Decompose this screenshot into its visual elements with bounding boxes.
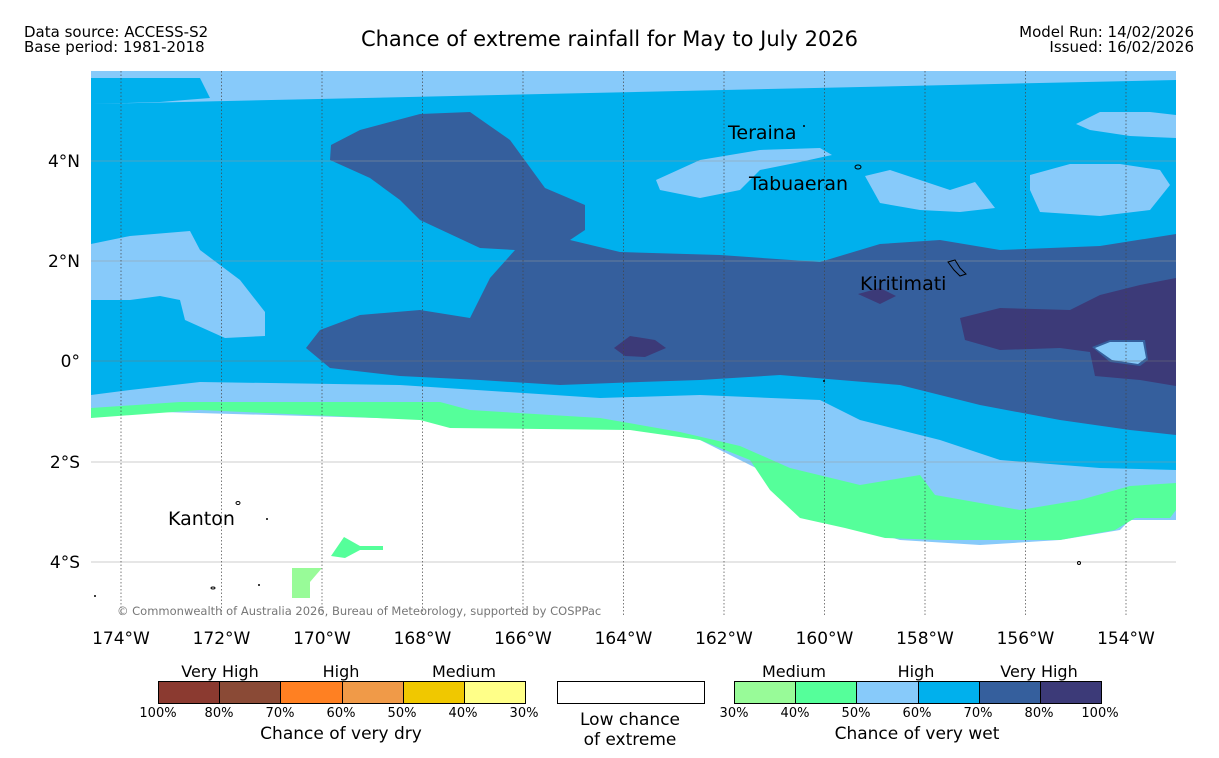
dry-cat-high: High xyxy=(322,662,360,681)
place-teraina: Teraina xyxy=(727,122,797,144)
legend-swatch xyxy=(735,682,797,703)
legend-swatch xyxy=(281,682,343,703)
data-source-label: Data source: ACCESS-S2 xyxy=(24,23,209,41)
small-island xyxy=(258,584,260,586)
longitude-labels: 174°W 172°W 170°W 168°W 166°W 164°W 162°W 160°W… xyxy=(92,629,1155,649)
legend-swatch xyxy=(220,682,282,703)
legend-tick-label: 40% xyxy=(448,706,478,721)
dry-cat-medium: Medium xyxy=(432,662,496,681)
legend-swatch xyxy=(979,682,1041,703)
longitude-label: 170°W xyxy=(293,629,351,649)
place-kiritimati: Kiritimati xyxy=(860,273,946,295)
place-kanton: Kanton xyxy=(168,508,235,530)
latitude-label: 4°S xyxy=(50,553,80,573)
legend-tick-label: 100% xyxy=(1081,706,1119,721)
zone-50-60-patch xyxy=(865,170,995,212)
zone-80-100 xyxy=(614,336,666,357)
map-fill xyxy=(91,71,1176,616)
legend-swatch xyxy=(1040,682,1102,703)
low-chance-line2: of extreme xyxy=(583,730,677,750)
map-title: Chance of extreme rainfall for May to Ju… xyxy=(360,27,859,51)
legend-tick-label: 30% xyxy=(509,706,539,721)
low-chance-line1: Low chance xyxy=(580,710,680,730)
longitude-label: 166°W xyxy=(494,629,552,649)
tabuaeran-island xyxy=(854,164,862,170)
legend-tick-label: 70% xyxy=(265,706,295,721)
wet-legend-title: Chance of very wet xyxy=(834,724,1000,744)
latitude-labels: 4°N 2°N 0° 2°S 4°S xyxy=(48,152,80,573)
zone-70-80 xyxy=(306,112,1176,435)
base-period-label: Base period: 1981-2018 xyxy=(24,38,205,56)
place-tabuaeran: Tabuaeran xyxy=(748,173,848,195)
legend-swatch xyxy=(918,682,980,703)
zone-50-60-patch xyxy=(656,148,832,198)
low-chance-swatch xyxy=(557,681,705,704)
island-dots xyxy=(94,125,825,597)
longitude-label: 162°W xyxy=(695,629,753,649)
model-run-label: Model Run: 14/02/2026 xyxy=(1019,23,1194,41)
legend-tick-label: 80% xyxy=(204,706,234,721)
longitude-label: 168°W xyxy=(394,629,452,649)
wet-cat-medium: Medium xyxy=(762,662,826,681)
zone-30-40 xyxy=(292,568,322,598)
zone-50-60-patch xyxy=(1095,342,1146,364)
small-island xyxy=(94,595,96,597)
legend-swatch xyxy=(159,682,221,703)
kanton-island xyxy=(235,501,241,505)
longitude-label: 154°W xyxy=(1097,629,1155,649)
latitude-label: 0° xyxy=(61,352,80,372)
issued-label: Issued: 16/02/2026 xyxy=(1049,38,1194,56)
longitude-label: 156°W xyxy=(997,629,1055,649)
kiritimati-island xyxy=(947,259,967,277)
legend-tick-label: 60% xyxy=(326,706,356,721)
small-island xyxy=(1077,561,1081,565)
legend-swatch xyxy=(342,682,404,703)
zone-40-50 xyxy=(331,537,383,558)
dry-legend-title: Chance of very dry xyxy=(260,724,422,744)
longitude-label: 174°W xyxy=(92,629,150,649)
copyright-notice: © Commonwealth of Australia 2026, Bureau… xyxy=(117,604,601,618)
wet-cat-high: High xyxy=(897,662,935,681)
dry-cat-very-high: Very High xyxy=(181,662,259,681)
legend-tick-label: 80% xyxy=(1024,706,1054,721)
graticule xyxy=(91,71,1176,616)
longitude-label: 164°W xyxy=(595,629,653,649)
latitude-label: 2°N xyxy=(48,252,80,272)
legend-tick-label: 30% xyxy=(719,706,749,721)
zone-80-100 xyxy=(858,288,896,304)
wet-cat-very-high: Very High xyxy=(1000,662,1078,681)
legend-swatch xyxy=(403,682,465,703)
zone-50-60-patch xyxy=(1030,164,1170,216)
zone-40-50 xyxy=(91,402,1176,540)
longitude-label: 158°W xyxy=(896,629,954,649)
legend-tick-label: 100% xyxy=(139,706,177,721)
legend-swatch xyxy=(857,682,919,703)
longitude-label: 172°W xyxy=(193,629,251,649)
zone-50-60-patch xyxy=(91,231,265,338)
small-island xyxy=(823,380,825,382)
legend-tick-label: 50% xyxy=(841,706,871,721)
legend-tick-label: 60% xyxy=(902,706,932,721)
dry-colorbar xyxy=(158,681,526,704)
small-island xyxy=(210,586,216,590)
small-island xyxy=(266,518,268,520)
latitude-label: 2°S xyxy=(50,453,80,473)
teraina-island xyxy=(803,125,805,127)
longitude-label: 160°W xyxy=(796,629,854,649)
latitude-label: 4°N xyxy=(48,152,80,172)
legend-tick-label: 70% xyxy=(963,706,993,721)
legend-swatch xyxy=(464,682,526,703)
legend-tick-label: 50% xyxy=(387,706,417,721)
island-outlines xyxy=(210,164,1081,590)
wet-colorbar xyxy=(734,681,1102,704)
legend-tick-label: 40% xyxy=(780,706,810,721)
legend-swatch xyxy=(796,682,858,703)
